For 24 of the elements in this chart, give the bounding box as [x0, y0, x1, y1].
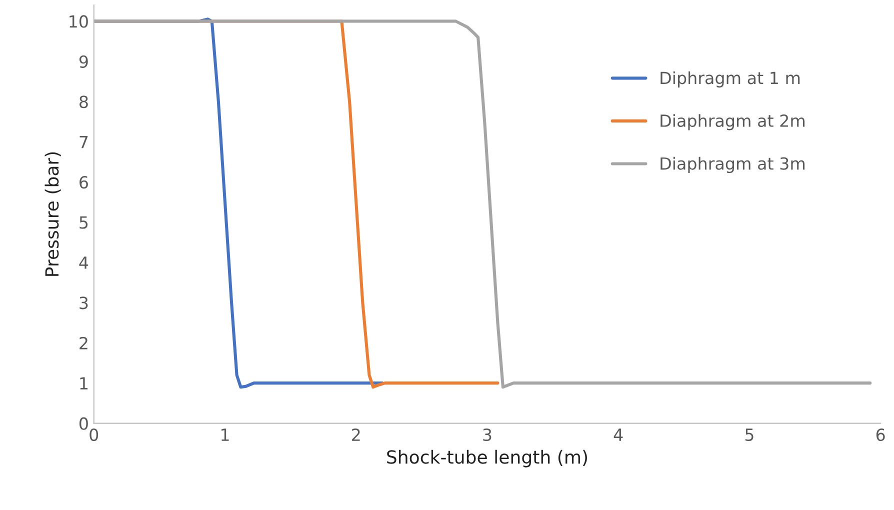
y-tick-label: 3: [80, 296, 88, 310]
x-tick-label: 5: [745, 428, 754, 442]
y-tick-label: 7: [80, 136, 88, 148]
y-tick-label: 0: [80, 417, 88, 430]
x-tick-label: 3: [483, 428, 492, 442]
line-series: [94, 20, 872, 389]
x-tick-label: 1: [222, 428, 229, 441]
x-tick-label: 6: [876, 428, 885, 442]
y-tick-label: 6: [80, 176, 88, 189]
legend-label: Diaphragm at 2m: [660, 114, 805, 130]
x-tick-label: 4: [614, 428, 623, 441]
legend-label: Diaphragm at 3m: [660, 156, 805, 174]
legend-label: Diphragm at 1 m: [660, 71, 800, 88]
y-tick-label: 5: [80, 216, 88, 229]
y-tick-label: 2: [80, 336, 88, 350]
y-axis-title: Pressure (bar): [44, 152, 61, 276]
y-tick-label: 8: [80, 96, 88, 108]
x-axis-title: Shock-tube length (m): [387, 450, 588, 468]
x-tick-label: 2: [352, 428, 360, 441]
y-tick-label: 4: [79, 256, 88, 269]
y-tick-label: 9: [79, 55, 88, 68]
y-tick-label: 10: [70, 15, 88, 28]
y-tick-label: 1: [80, 377, 88, 390]
x-tick-label: 0: [90, 428, 98, 442]
